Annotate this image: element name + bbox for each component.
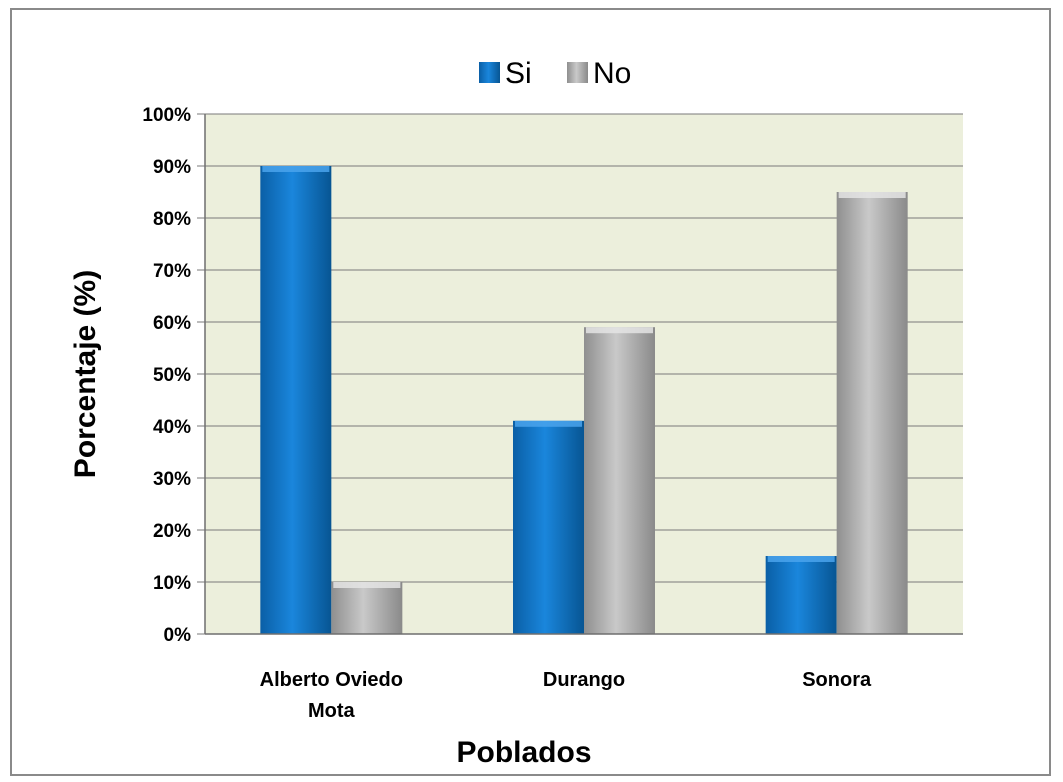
bar-no-2 — [836, 192, 908, 634]
y-tick-label: 10% — [153, 573, 191, 594]
x-category-label: Sonora — [802, 669, 872, 691]
legend-label-si: Si — [505, 57, 532, 90]
x-category-label: Alberto Oviedo — [260, 669, 403, 691]
x-axis-title: Poblados — [456, 736, 591, 769]
chart-svg: 0% 10% 20% 30% 40% 50% 60% 70% 80% 90% 100% Albert… — [69, 57, 963, 769]
y-tick-label: 20% — [153, 521, 191, 542]
y-axis-title: Porcentaje (%) — [69, 270, 102, 478]
legend-label-no: No — [593, 57, 631, 90]
y-tick-label: 70% — [153, 261, 191, 282]
x-category-label: Mota — [308, 700, 356, 722]
y-tick-label: 40% — [153, 417, 191, 438]
x-category-labels: Alberto Oviedo Mota Durango Sonora — [260, 669, 872, 722]
y-tick-label: 60% — [153, 313, 191, 334]
y-tick-label: 30% — [153, 469, 191, 490]
bar-no-1 — [584, 327, 655, 634]
legend: Si No — [479, 57, 631, 90]
legend-swatch-no — [567, 62, 588, 83]
legend-swatch-si — [479, 62, 500, 83]
bar-si-1 — [513, 420, 584, 634]
bar-si-0 — [260, 166, 332, 634]
bar-cap-no-2 — [838, 192, 906, 198]
bar-cap-no-1 — [586, 327, 653, 334]
x-category-label: Durango — [543, 669, 625, 691]
bar-cap-no-0 — [333, 582, 401, 588]
bar-cap-si-2 — [767, 556, 835, 562]
chart-frame: 0% 10% 20% 30% 40% 50% 60% 70% 80% 90% 100% Albert… — [10, 8, 1051, 776]
y-tick-label: 80% — [153, 209, 191, 230]
bar-cap-si-0 — [262, 166, 330, 172]
bar-no-0 — [331, 582, 403, 634]
y-tick-label: 0% — [164, 625, 192, 646]
y-tick-label: 100% — [142, 105, 191, 126]
bars — [260, 166, 908, 634]
axes — [204, 114, 963, 635]
y-tick-label: 50% — [153, 365, 191, 386]
y-tick-label: 90% — [153, 157, 191, 178]
bar-cap-si-1 — [515, 420, 582, 427]
y-tick-labels: 0% 10% 20% 30% 40% 50% 60% 70% 80% 90% 100% — [142, 105, 191, 646]
bar-si-2 — [765, 556, 837, 634]
